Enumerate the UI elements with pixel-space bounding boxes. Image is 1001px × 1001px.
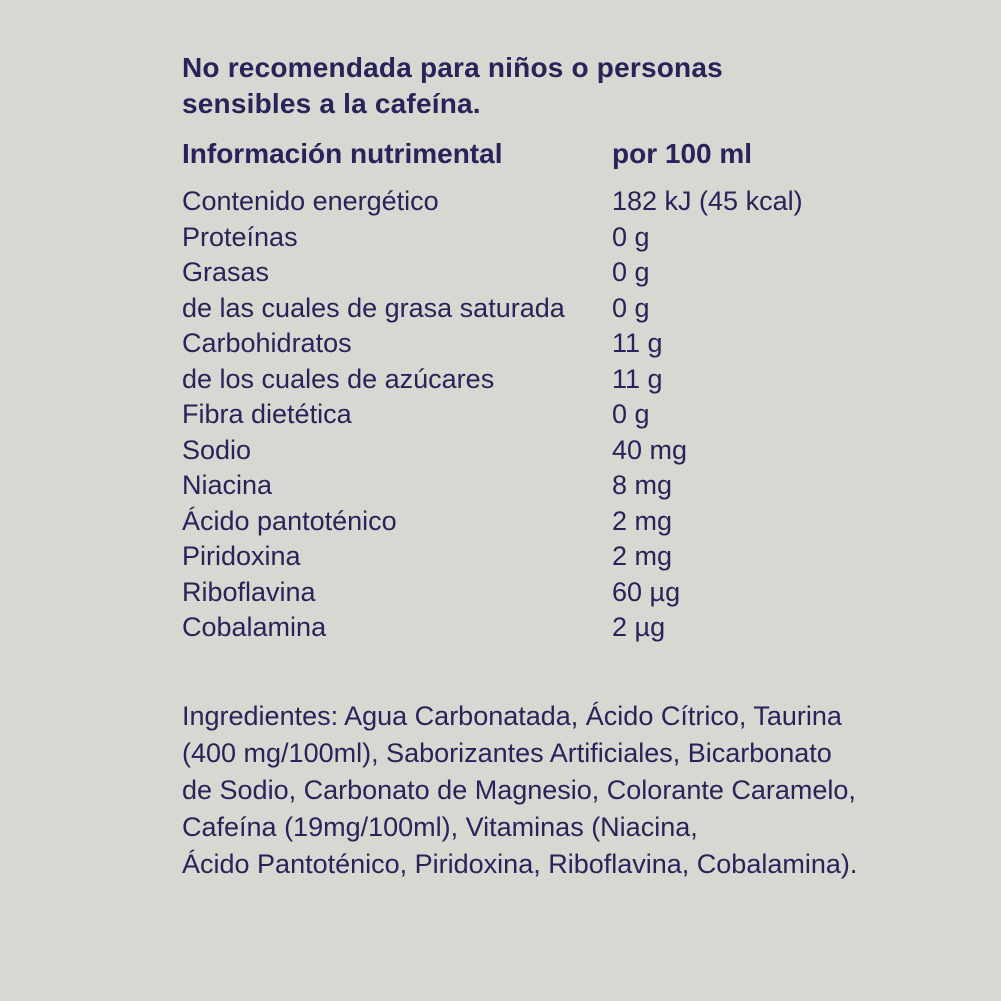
per-100ml-header: por 100 ml <box>612 138 753 169</box>
nutrient-value: 0 g <box>612 292 650 323</box>
nutrient-value: 0 g <box>612 399 650 429</box>
table-title: Información nutrimental <box>182 138 503 169</box>
nutrient-value: 182 kJ (45 kcal) <box>612 186 803 216</box>
ingredients-line: (400 mg/100ml), Saborizantes Artificiale… <box>182 738 832 768</box>
table-row: Piridoxina 2 mg <box>182 539 902 575</box>
ingredients-line: Ácido Pantoténico, Piridoxina, Riboflavi… <box>182 849 858 879</box>
nutrient-label: Ácido pantoténico <box>182 505 397 536</box>
table-row: Carbohidratos 11 g <box>182 326 902 362</box>
ingredients-line: Cafeína (19mg/100ml), Vitaminas (Niacina… <box>182 812 698 842</box>
nutrition-table-header: Información nutrimental por 100 ml <box>182 137 882 171</box>
caffeine-warning: No recomendada para niños o personas sens… <box>182 50 882 122</box>
nutrient-value: 2 µg <box>612 612 666 642</box>
nutrition-table: Contenido energético 182 kJ (45 kcal) Prot… <box>182 184 902 646</box>
nutrient-label: Carbohidratos <box>182 328 352 358</box>
table-row: Niacina 8 mg <box>182 468 902 504</box>
nutrient-value: 8 mg <box>612 470 673 500</box>
nutrient-value: 11 g <box>612 328 663 358</box>
nutrient-value: 40 mg <box>612 434 688 465</box>
ingredients-line: de Sodio, Carbonato de Magnesio, Coloran… <box>182 775 856 805</box>
table-row: de las cuales de grasa saturada 0 g <box>182 291 902 327</box>
nutrient-label: Riboflavina <box>182 576 316 607</box>
table-row: Proteínas 0 g <box>182 220 902 256</box>
warning-line: sensibles a la cafeína. <box>182 88 481 119</box>
warning-line: No recomendada para niños o personas <box>182 52 723 83</box>
nutrient-label: Piridoxina <box>182 541 301 571</box>
nutrient-label: Niacina <box>182 470 273 500</box>
nutrient-label: Grasas <box>182 257 270 287</box>
ingredients-line: Ingredientes: Agua Carbonatada, Ácido Cí… <box>182 701 842 731</box>
nutrient-value: 0 g <box>612 221 650 252</box>
table-row: Cobalamina 2 µg <box>182 610 902 646</box>
table-row: Riboflavina 60 µg <box>182 575 902 611</box>
nutrient-label: Proteínas <box>182 221 298 252</box>
nutrient-label: Cobalamina <box>182 612 327 642</box>
nutrient-label: de las cuales de grasa saturada <box>182 292 565 323</box>
nutrient-label: Sodio <box>182 434 252 465</box>
ingredients-paragraph: Ingredientes: Agua Carbonatada, Ácido Cí… <box>182 698 922 883</box>
nutrient-label: de los cuales de azúcares <box>182 363 495 394</box>
nutrient-value: 2 mg <box>612 505 673 536</box>
table-row: Fibra dietética 0 g <box>182 397 902 433</box>
table-row: Sodio 40 mg <box>182 433 902 469</box>
nutrient-label: Contenido energético <box>182 186 439 216</box>
nutrient-value: 2 mg <box>612 541 673 571</box>
nutrient-value: 11 g <box>612 363 663 394</box>
table-row: Ácido pantoténico 2 mg <box>182 504 902 540</box>
nutrient-value: 0 g <box>612 257 650 287</box>
nutrient-label: Fibra dietética <box>182 399 352 429</box>
table-row: de los cuales de azúcares 11 g <box>182 362 902 398</box>
table-row: Grasas 0 g <box>182 255 902 291</box>
table-row: Contenido energético 182 kJ (45 kcal) <box>182 184 902 220</box>
nutrient-value: 60 µg <box>612 576 681 607</box>
